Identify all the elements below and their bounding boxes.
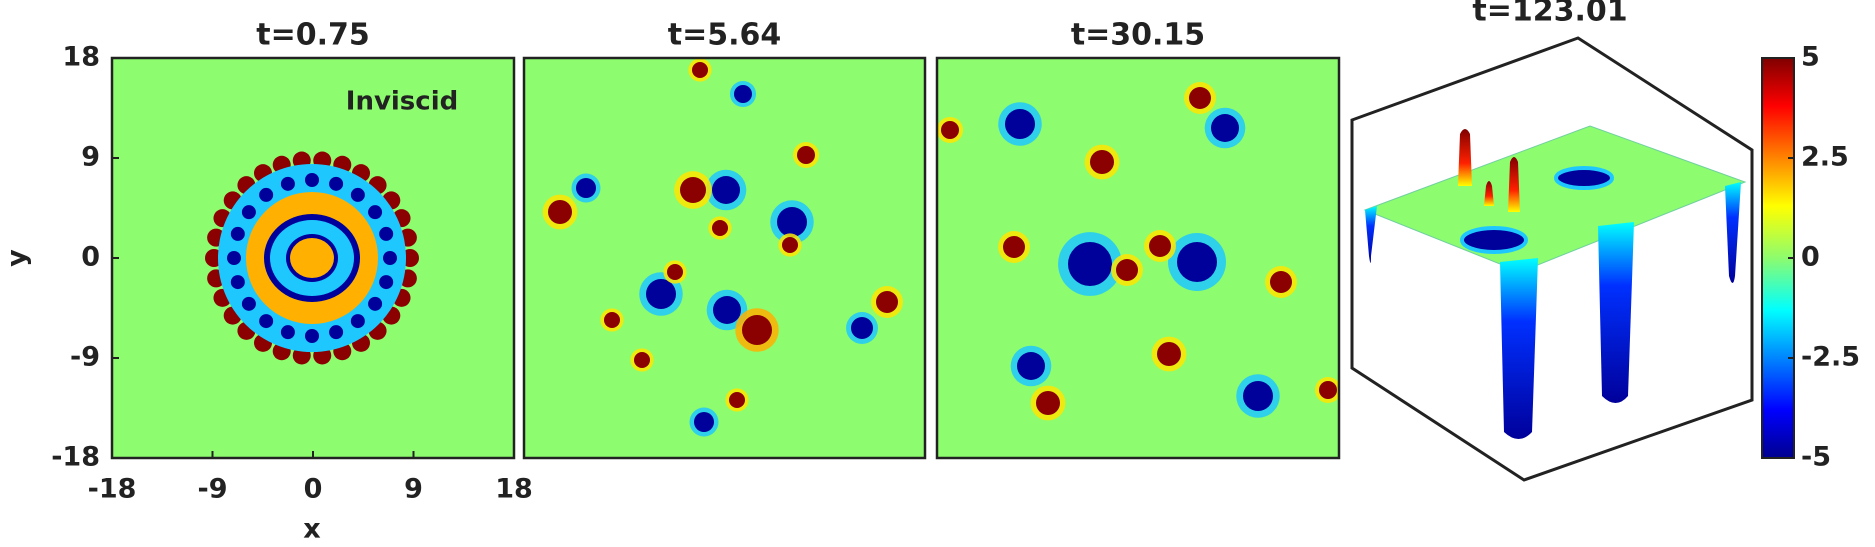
swirl	[230, 275, 245, 290]
colorbar-tick-label: -2.5	[1801, 342, 1860, 373]
x-tick-label: 18	[495, 474, 533, 505]
vortex-core	[1319, 381, 1337, 399]
vortex-core	[777, 207, 807, 237]
vortex-core	[782, 237, 798, 253]
swirl	[379, 226, 394, 241]
swirl	[350, 314, 365, 329]
vortex-core	[1068, 242, 1112, 286]
vortex-core	[941, 121, 959, 139]
vortex-core	[1243, 381, 1273, 411]
vortex-core	[1149, 235, 1171, 257]
hole	[1554, 166, 1614, 190]
colorbar-tick-label: 2.5	[1801, 142, 1849, 173]
swirl	[227, 251, 241, 265]
vortex-core	[1116, 259, 1138, 281]
vortex-core	[1005, 109, 1035, 139]
swirl	[259, 314, 274, 329]
field	[112, 58, 514, 458]
colorbar-tick-label: 0	[1801, 242, 1820, 273]
y-axis-label: y	[2, 249, 33, 267]
vortex-core	[713, 296, 741, 324]
vortex-core	[634, 352, 650, 368]
y-tick-label: -9	[70, 342, 100, 373]
x-axis-label: x	[303, 514, 320, 545]
field-background	[524, 58, 925, 458]
swirl	[368, 205, 383, 220]
swirl	[241, 296, 256, 311]
trough	[1725, 182, 1741, 283]
x-tick-label: 0	[304, 474, 323, 505]
panel-title: t=5.64	[668, 18, 782, 53]
x-tick-label: 9	[404, 474, 423, 505]
swirl	[259, 187, 274, 202]
vortex-core	[742, 315, 772, 345]
vortex-core	[1177, 242, 1217, 282]
vortex-core	[1211, 114, 1239, 142]
swirl	[368, 296, 383, 311]
swirl	[329, 325, 344, 340]
vortex-core	[680, 177, 706, 203]
plot-frame	[935, 56, 1341, 460]
x-tick-label: -9	[198, 474, 228, 505]
trough	[1598, 222, 1634, 403]
spike	[1508, 157, 1520, 212]
vortex-core	[646, 279, 676, 309]
vortex-core	[1090, 150, 1114, 174]
colorbar-tick-label: 5	[1801, 42, 1820, 73]
panel-title: t=30.15	[1071, 18, 1205, 53]
vortex-core	[692, 62, 708, 78]
ring	[290, 238, 334, 278]
plot-frame	[522, 56, 927, 460]
y-tick-label: -18	[51, 442, 100, 473]
vortex-core	[1157, 342, 1181, 366]
vortex-core	[1017, 352, 1045, 380]
surface-top	[1363, 125, 1747, 273]
vortex-core	[667, 264, 683, 280]
trough	[1500, 258, 1538, 439]
swirl	[230, 226, 245, 241]
field	[937, 58, 1339, 458]
y-tick-label: 18	[62, 42, 100, 73]
vortex-core	[1036, 391, 1060, 415]
colorbar-tick-label: -5	[1801, 442, 1831, 473]
spike	[1458, 129, 1472, 186]
swirl	[280, 325, 295, 340]
swirl	[350, 187, 365, 202]
vortex-core	[712, 220, 728, 236]
vortex-core	[729, 392, 745, 408]
spike	[1484, 181, 1494, 206]
swirl	[305, 173, 319, 187]
swirl	[241, 205, 256, 220]
x-tick-label: -18	[88, 474, 137, 505]
panel-title: t=123.01	[1472, 0, 1627, 29]
vortex-core	[1003, 236, 1025, 258]
vortex-core	[1189, 87, 1211, 109]
y-tick-label: 9	[81, 142, 100, 173]
swirl	[280, 176, 295, 191]
vortex-core	[851, 317, 873, 339]
panel-title: t=0.75	[256, 18, 370, 53]
vortex-core	[694, 412, 714, 432]
hole	[1460, 226, 1528, 254]
vortex-core	[797, 146, 815, 164]
trough	[1365, 206, 1377, 263]
vortex-core	[1270, 271, 1292, 293]
swirl	[329, 176, 344, 191]
vortex-core	[876, 291, 898, 313]
vortex-core	[576, 178, 596, 198]
vortex-core	[604, 312, 620, 328]
vortex-core	[712, 176, 740, 204]
box-frame	[1350, 36, 1754, 482]
swirl	[305, 329, 319, 343]
annotation: Inviscid	[346, 87, 458, 117]
field	[524, 58, 925, 458]
y-tick-label: 0	[81, 242, 100, 273]
swirl	[379, 275, 394, 290]
swirl	[383, 251, 397, 265]
vortex-core	[734, 85, 752, 103]
vortex-core	[548, 200, 572, 224]
